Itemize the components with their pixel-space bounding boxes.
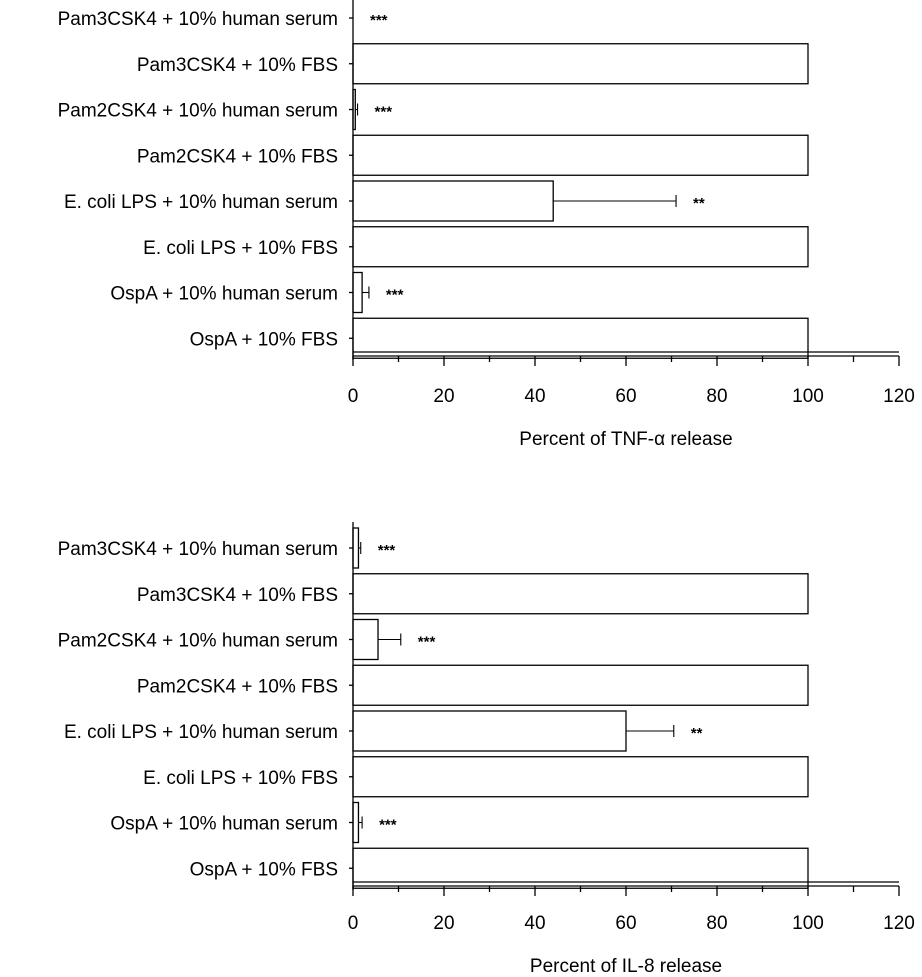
category-label: Pam2CSK4 + 10% human serum [58, 101, 338, 122]
category-label: Pam3CSK4 + 10% human serum [58, 9, 338, 30]
x-tick-label: 0 [348, 386, 359, 407]
bar [352, 664, 809, 706]
significance-label: ** [691, 725, 703, 742]
category-label: E. coli LPS + 10% FBS [143, 238, 338, 259]
category-label: E. coli LPS + 10% human serum [64, 722, 338, 743]
bar [352, 527, 360, 569]
x-tick-label: 20 [433, 386, 454, 407]
category-label: OspA + 10% FBS [190, 859, 338, 880]
category-label: Pam3CSK4 + 10% FBS [137, 55, 338, 76]
category-label: Pam3CSK4 + 10% human serum [58, 539, 338, 560]
x-tick-label: 40 [524, 386, 545, 407]
bar [352, 710, 627, 752]
category-label: Pam2CSK4 + 10% FBS [137, 676, 338, 697]
x-tick-label: 60 [615, 913, 636, 934]
category-label: E. coli LPS + 10% FBS [143, 768, 338, 789]
bar [352, 134, 809, 176]
x-axis-label: Percent of TNF-α release [519, 429, 732, 450]
bar [352, 801, 360, 844]
significance-label: *** [379, 817, 397, 834]
x-tick-label: 0 [348, 913, 359, 934]
category-label: E. coli LPS + 10% human serum [64, 192, 338, 213]
significance-label: *** [375, 104, 393, 121]
x-tick-label: 80 [706, 386, 727, 407]
significance-label: *** [370, 12, 388, 29]
category-label: Pam2CSK4 + 10% human serum [58, 631, 338, 652]
category-label: Pam3CSK4 + 10% FBS [137, 585, 338, 606]
x-tick-label: 20 [433, 913, 454, 934]
x-tick-label: 60 [615, 386, 636, 407]
x-axis-label: Percent of IL-8 release [530, 956, 722, 977]
chart-panel-2: Pam3CSK4 + 10% human serum *** Pam3CSK4 + … [58, 522, 915, 977]
significance-label: *** [378, 542, 396, 559]
x-tick-label: 100 [792, 913, 824, 934]
bar [352, 226, 809, 268]
significance-label: *** [386, 287, 404, 304]
x-tick-label: 80 [706, 913, 727, 934]
x-tick-label: 40 [524, 913, 545, 934]
category-label: OspA + 10% human serum [110, 284, 338, 305]
bar [352, 756, 809, 798]
bar [352, 618, 379, 661]
x-tick-label: 120 [883, 913, 915, 934]
bar [352, 271, 363, 314]
significance-label: ** [693, 195, 705, 212]
category-label: OspA + 10% human serum [110, 814, 338, 835]
x-tick-label: 100 [792, 386, 824, 407]
x-tick-label: 120 [883, 386, 915, 407]
bar [352, 573, 809, 615]
category-label: OspA + 10% FBS [190, 329, 338, 350]
significance-label: *** [418, 634, 436, 651]
bar [352, 180, 554, 222]
chart-panel-1: Pam3CSK4 + 10% human serum *** Pam3CSK4 + … [58, 0, 915, 450]
category-label: Pam2CSK4 + 10% FBS [137, 146, 338, 167]
bar [352, 43, 809, 85]
